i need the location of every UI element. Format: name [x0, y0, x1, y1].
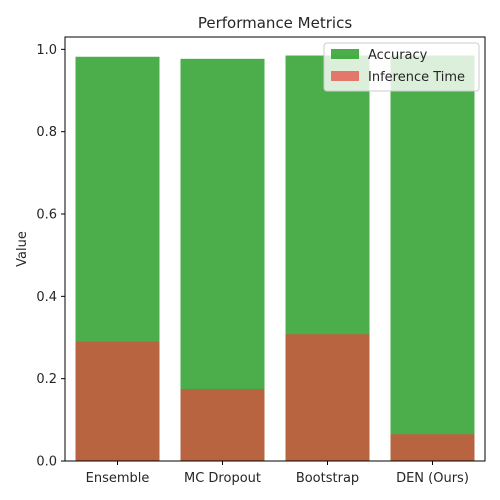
bar-inference-time-0: [75, 341, 160, 461]
y-tick-label: 0.4: [36, 290, 57, 305]
x-tick-label: DEN (Ours): [396, 471, 469, 486]
legend-label-accuracy: Accuracy: [368, 48, 428, 63]
plot-frame: [64, 36, 486, 462]
y-tick-label: 1.0: [36, 43, 57, 58]
legend-frame: [323, 42, 480, 92]
bar-inference-time-2: [285, 334, 370, 461]
legend: Accuracy Inference Time: [323, 42, 480, 92]
y-tick-label: 0.0: [36, 455, 57, 470]
legend-swatch-inference-time: [331, 71, 359, 81]
x-tick-label: MC Dropout: [184, 471, 261, 486]
chart-title: Performance Metrics: [198, 14, 352, 32]
y-tick-label: 0.8: [36, 125, 57, 140]
bar-inference-time-3: [390, 434, 475, 461]
x-axis: Ensemble MC Dropout Bootstrap DEN (Ours): [86, 461, 469, 486]
legend-swatch-accuracy: [331, 49, 359, 59]
x-tick-label: Bootstrap: [296, 471, 359, 486]
legend-label-inference-time: Inference Time: [368, 70, 465, 85]
y-axis-title: Value: [15, 231, 30, 267]
bars-layer: [75, 55, 475, 462]
y-axis: 0.0 0.2 0.4 0.6 0.8 1.0: [36, 43, 65, 470]
x-tick-label: Ensemble: [86, 471, 150, 486]
y-tick-label: 0.6: [36, 208, 57, 223]
y-tick-label: 0.2: [36, 372, 57, 387]
bar-inference-time-1: [180, 388, 265, 461]
bar-accuracy-3: [390, 55, 475, 462]
